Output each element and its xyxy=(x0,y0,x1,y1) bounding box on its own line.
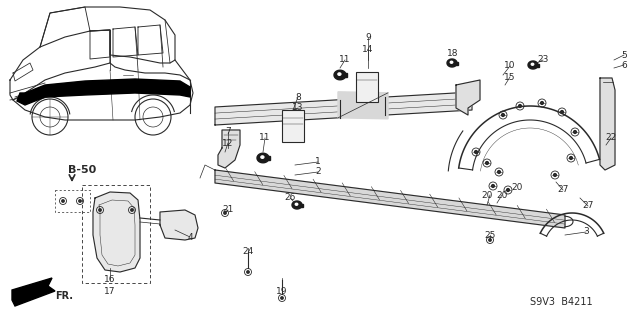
Polygon shape xyxy=(160,210,198,240)
Circle shape xyxy=(281,297,283,299)
Text: 7: 7 xyxy=(225,128,231,137)
Text: 3: 3 xyxy=(583,227,589,236)
Polygon shape xyxy=(215,92,472,125)
Circle shape xyxy=(475,151,477,153)
Text: 9: 9 xyxy=(365,33,371,42)
Polygon shape xyxy=(528,61,538,69)
FancyBboxPatch shape xyxy=(356,72,378,102)
Text: 20: 20 xyxy=(496,190,508,199)
Text: 27: 27 xyxy=(582,202,594,211)
Circle shape xyxy=(507,189,509,191)
Text: 5: 5 xyxy=(621,50,627,60)
Polygon shape xyxy=(12,278,55,306)
Polygon shape xyxy=(292,201,302,209)
Circle shape xyxy=(492,185,494,187)
Text: 17: 17 xyxy=(104,286,116,295)
Text: 12: 12 xyxy=(222,138,234,147)
Text: 2: 2 xyxy=(315,167,321,176)
Text: S9V3  B4211: S9V3 B4211 xyxy=(530,297,593,307)
Polygon shape xyxy=(257,153,269,163)
Polygon shape xyxy=(536,63,538,66)
Polygon shape xyxy=(300,204,303,206)
Text: 26: 26 xyxy=(284,194,296,203)
Circle shape xyxy=(498,171,500,174)
Polygon shape xyxy=(215,170,565,228)
Text: 6: 6 xyxy=(621,61,627,70)
Text: 19: 19 xyxy=(276,286,288,295)
Text: 15: 15 xyxy=(504,72,516,81)
Polygon shape xyxy=(600,78,615,170)
Polygon shape xyxy=(343,73,347,77)
Text: 11: 11 xyxy=(259,133,271,143)
Circle shape xyxy=(131,209,133,211)
FancyBboxPatch shape xyxy=(282,110,304,142)
Text: 10: 10 xyxy=(504,62,516,70)
Polygon shape xyxy=(454,62,458,64)
Circle shape xyxy=(561,111,563,113)
Circle shape xyxy=(247,271,249,273)
Text: 22: 22 xyxy=(605,133,616,143)
Circle shape xyxy=(554,174,556,176)
Circle shape xyxy=(518,105,522,108)
Polygon shape xyxy=(340,97,385,118)
Circle shape xyxy=(489,239,492,241)
Text: FR.: FR. xyxy=(55,291,73,301)
Text: B-50: B-50 xyxy=(68,165,96,175)
Text: 14: 14 xyxy=(362,44,374,54)
Text: 23: 23 xyxy=(538,56,548,64)
Circle shape xyxy=(573,130,577,133)
Polygon shape xyxy=(456,80,480,115)
Polygon shape xyxy=(338,73,341,75)
Polygon shape xyxy=(295,203,298,205)
Polygon shape xyxy=(338,92,388,119)
Text: 4: 4 xyxy=(187,233,193,241)
Circle shape xyxy=(79,200,81,202)
Polygon shape xyxy=(531,63,534,65)
Text: 1: 1 xyxy=(315,158,321,167)
Circle shape xyxy=(224,212,226,214)
Circle shape xyxy=(502,114,504,116)
Text: 20: 20 xyxy=(481,190,493,199)
Circle shape xyxy=(541,101,543,104)
Polygon shape xyxy=(93,192,140,272)
Text: 8: 8 xyxy=(295,93,301,101)
Circle shape xyxy=(486,162,488,164)
Text: 21: 21 xyxy=(222,205,234,214)
Polygon shape xyxy=(17,79,190,105)
Polygon shape xyxy=(334,70,346,80)
Text: 13: 13 xyxy=(292,103,304,113)
Text: 24: 24 xyxy=(243,248,253,256)
Circle shape xyxy=(570,157,572,160)
Polygon shape xyxy=(218,130,240,168)
Text: 11: 11 xyxy=(339,56,351,64)
Text: 27: 27 xyxy=(557,186,569,195)
Text: 16: 16 xyxy=(104,276,116,285)
Circle shape xyxy=(62,200,64,202)
Text: 20: 20 xyxy=(511,183,523,192)
Polygon shape xyxy=(451,61,452,63)
Polygon shape xyxy=(266,156,269,160)
Text: 18: 18 xyxy=(447,48,459,57)
Polygon shape xyxy=(261,156,264,158)
Circle shape xyxy=(99,209,101,211)
Text: 25: 25 xyxy=(484,231,496,240)
Polygon shape xyxy=(447,59,457,67)
